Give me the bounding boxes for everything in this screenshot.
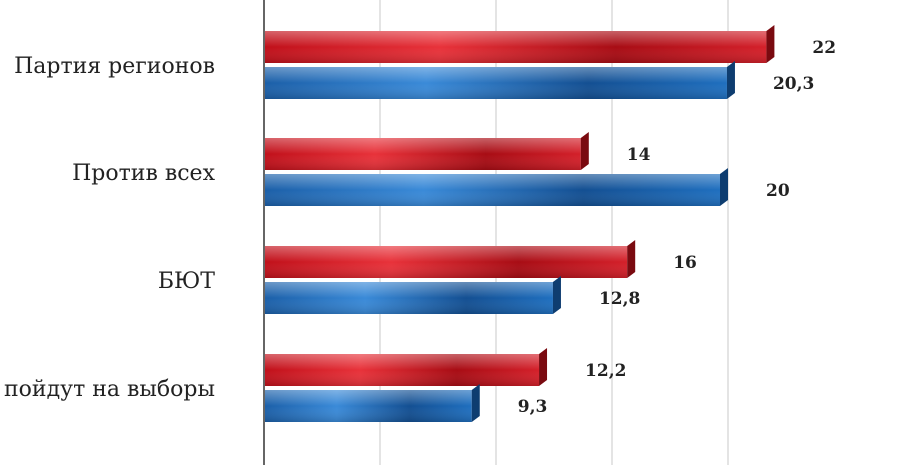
bar-end — [539, 348, 548, 386]
value-label: 9,3 — [518, 397, 548, 417]
bar-end — [552, 276, 561, 314]
bar — [264, 132, 589, 170]
bar-shine — [264, 31, 767, 63]
category-label: Партия регионов — [14, 54, 215, 79]
value-label: 20 — [766, 181, 790, 201]
bar — [264, 25, 775, 63]
bar — [264, 276, 561, 314]
bar-shine — [264, 174, 720, 206]
bar-shine — [264, 246, 628, 278]
category-label: БЮТ — [158, 269, 215, 294]
value-label: 20,3 — [773, 74, 814, 94]
bar-end — [720, 168, 728, 206]
bar-shine — [264, 282, 553, 314]
value-label: 22 — [812, 38, 836, 58]
bar — [264, 384, 480, 422]
bar-shine — [264, 390, 472, 422]
bar — [264, 61, 735, 99]
bar-end — [627, 240, 636, 278]
value-label: 12,2 — [585, 361, 626, 381]
bar-end — [726, 61, 735, 99]
bars — [264, 25, 775, 422]
bar-shine — [264, 138, 581, 170]
value-label: 14 — [627, 145, 651, 165]
bar-shine — [264, 354, 540, 386]
bar — [264, 168, 728, 206]
category-label: Против всех — [72, 161, 215, 186]
value-label: 16 — [673, 253, 697, 273]
bar — [264, 348, 548, 386]
labels: Партия регионов 22 20,3 Против всех 14 20 БЮТ 1… — [4, 38, 836, 417]
bar — [264, 240, 636, 278]
bar-end — [580, 132, 589, 170]
category-label: пойдут на выборы — [4, 377, 215, 402]
bar-shine — [264, 67, 727, 99]
bar-end — [766, 25, 775, 63]
bar-end — [471, 384, 480, 422]
value-label: 12,8 — [599, 289, 640, 309]
